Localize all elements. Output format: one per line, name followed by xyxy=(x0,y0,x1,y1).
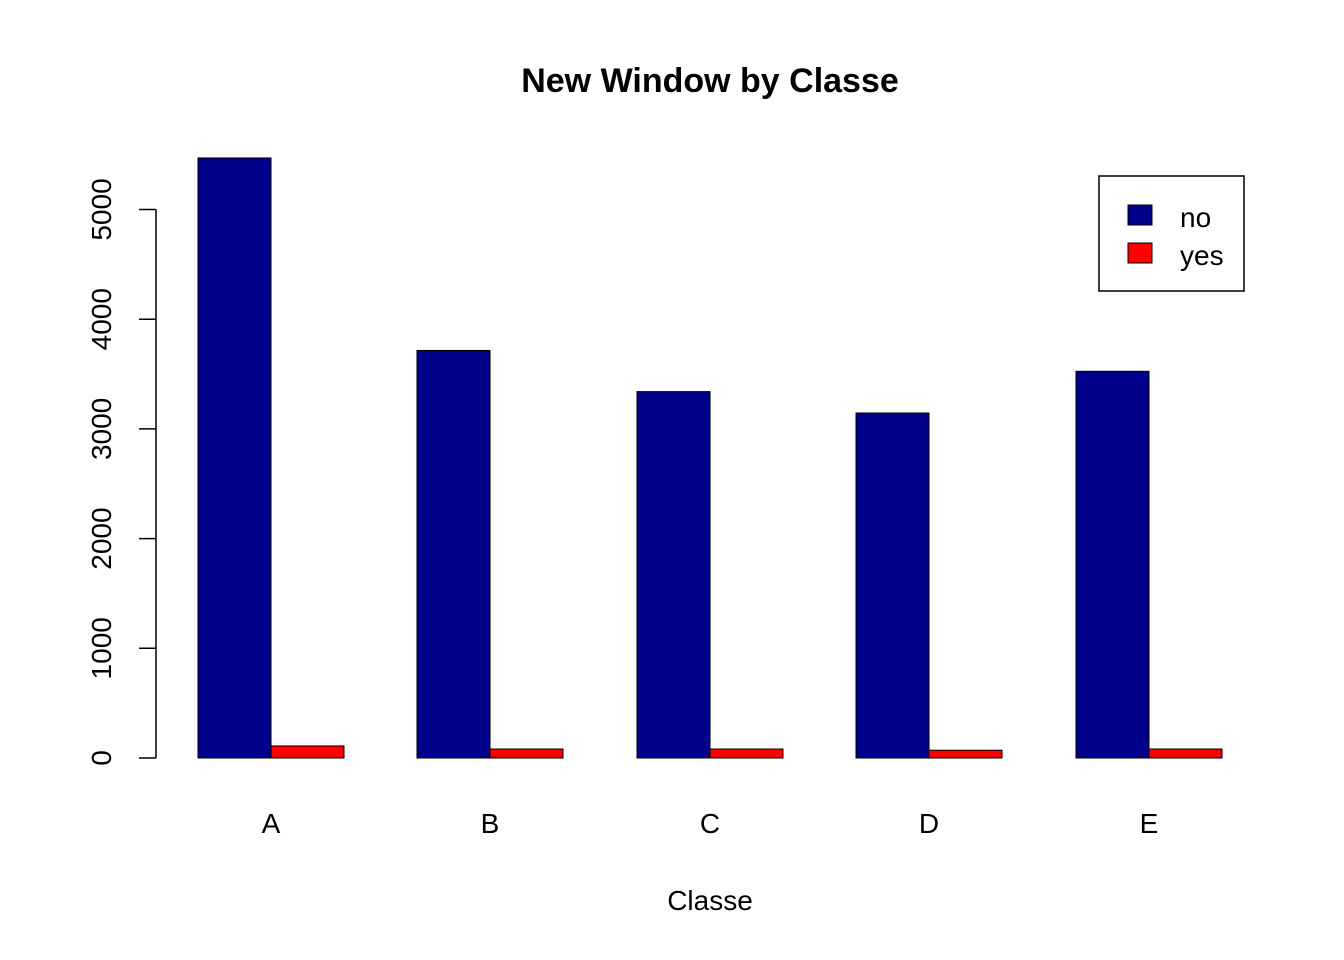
bar-C-no xyxy=(636,391,711,759)
bar-D-no xyxy=(855,412,930,759)
bar-B-yes xyxy=(489,748,564,759)
legend: no yes xyxy=(1098,175,1245,292)
legend-swatch-no xyxy=(1127,204,1153,226)
y-tick-label: 4000 xyxy=(86,288,117,350)
y-axis: 0 1000 2000 3000 4000 5000 xyxy=(86,178,157,766)
bars xyxy=(197,157,1223,759)
bar-B-no xyxy=(416,349,491,759)
bar-E-no xyxy=(1075,370,1150,759)
y-tick-label: 0 xyxy=(86,750,117,766)
y-tick-label: 2000 xyxy=(86,507,117,569)
bar-E-yes xyxy=(1148,748,1223,759)
bar-A-no xyxy=(197,157,272,759)
bar-D-yes xyxy=(928,749,1003,759)
legend-label-no: no xyxy=(1180,202,1211,233)
bar-A-yes xyxy=(270,745,345,759)
x-tick-label-E: E xyxy=(1140,808,1159,839)
x-tick-label-A: A xyxy=(262,808,281,839)
legend-box xyxy=(1098,175,1245,292)
chart-title: New Window by Classe xyxy=(521,62,899,100)
y-tick-label: 3000 xyxy=(86,398,117,460)
legend-label-yes: yes xyxy=(1180,240,1224,271)
x-tick-labels: A B C D E xyxy=(262,808,1159,839)
bar-C-yes xyxy=(709,748,784,759)
x-tick-label-B: B xyxy=(481,808,500,839)
y-tick-label: 1000 xyxy=(86,617,117,679)
legend-swatch-yes xyxy=(1127,242,1153,264)
x-tick-label-C: C xyxy=(700,808,720,839)
y-tick-label: 5000 xyxy=(86,178,117,240)
x-tick-label-D: D xyxy=(919,808,939,839)
x-axis-label: Classe xyxy=(667,885,753,916)
